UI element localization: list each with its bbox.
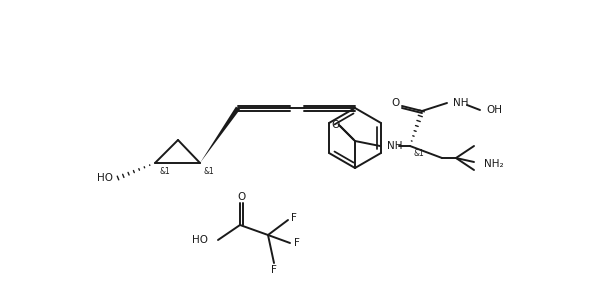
Text: O: O — [392, 98, 400, 108]
Text: O: O — [331, 120, 339, 130]
Text: HO: HO — [97, 173, 113, 183]
Text: F: F — [291, 213, 297, 223]
Polygon shape — [200, 106, 240, 163]
Text: O: O — [237, 192, 245, 202]
Text: OH: OH — [486, 105, 502, 115]
Text: NH₂: NH₂ — [484, 159, 503, 169]
Text: F: F — [294, 238, 300, 248]
Text: &1: &1 — [204, 167, 215, 176]
Text: NH: NH — [453, 98, 468, 108]
Text: &1: &1 — [159, 167, 170, 176]
Text: F: F — [271, 265, 277, 275]
Text: NH: NH — [387, 141, 403, 151]
Text: &1: &1 — [413, 150, 424, 158]
Text: HO: HO — [192, 235, 208, 245]
